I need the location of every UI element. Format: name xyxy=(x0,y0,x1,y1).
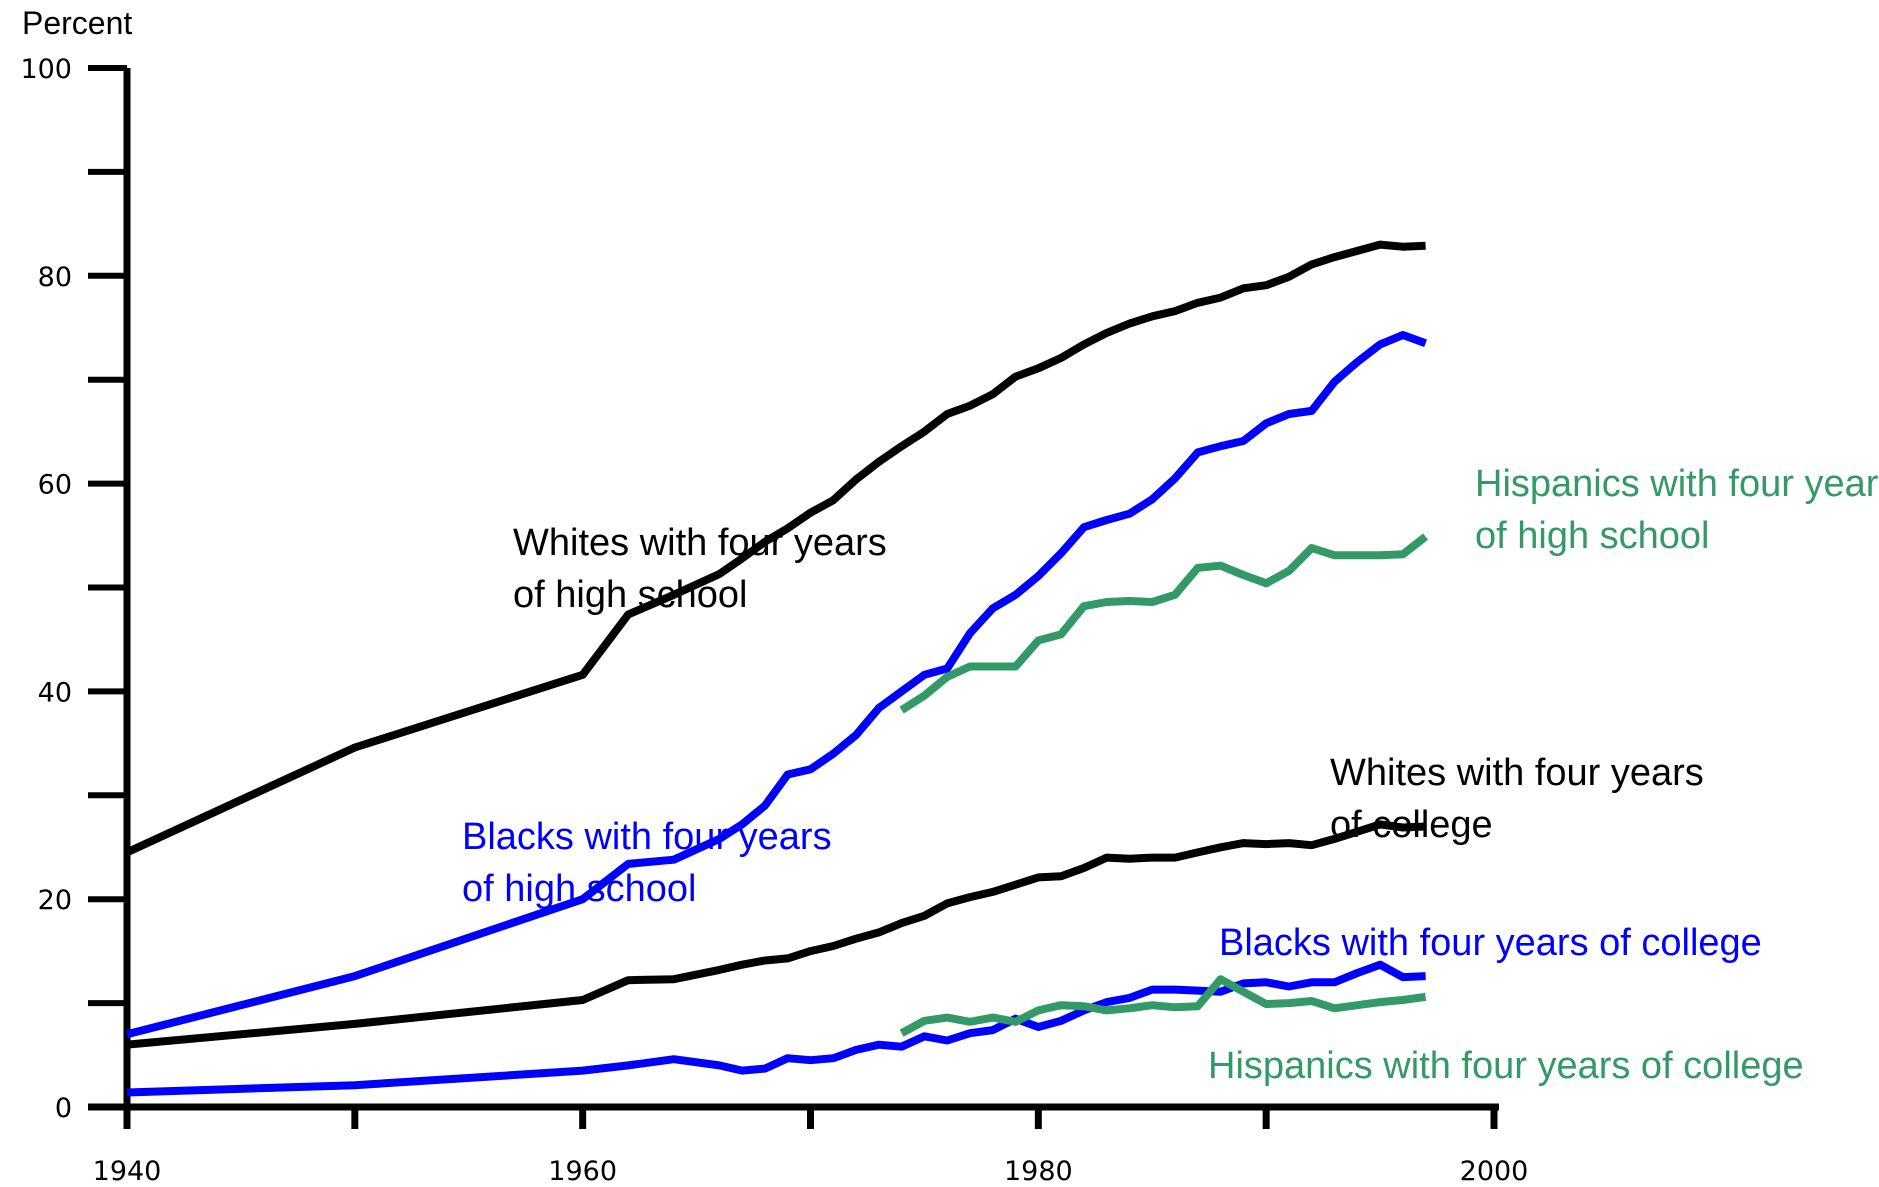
series-label-3: Whites with four years xyxy=(1330,752,1704,794)
y-tick-label: 40 xyxy=(38,677,72,708)
series-label-1: of high school xyxy=(462,868,697,910)
series-lines xyxy=(125,240,1429,1097)
series-label-5: Hispanics with four years of college xyxy=(1208,1045,1804,1087)
series-line-5 xyxy=(899,975,1427,1037)
series-label-1: Blacks with four years xyxy=(462,816,832,858)
y-tick-label: 100 xyxy=(20,54,72,85)
x-tick-label: 2000 xyxy=(1460,1156,1529,1187)
series-label-2: of high school xyxy=(1475,515,1710,557)
series-label-4: Blacks with four years of college xyxy=(1219,922,1762,964)
series-labels: Whites with four years of high school Blac… xyxy=(462,463,1879,1087)
series-line-3 xyxy=(126,820,1426,1049)
x-tick-label: 1960 xyxy=(548,1156,617,1187)
y-tick-label: 80 xyxy=(38,262,72,293)
y-tick-label: 60 xyxy=(38,470,72,501)
y-tick-label: 0 xyxy=(55,1093,72,1124)
y-tick-label: 20 xyxy=(38,885,72,916)
series-label-3: of college xyxy=(1330,804,1493,846)
series-label-2: Hispanics with four years xyxy=(1475,463,1879,505)
series-line-2 xyxy=(899,533,1429,714)
y-axis-title: Percent xyxy=(22,5,132,41)
series-label-0: of high school xyxy=(513,574,748,616)
axes: 0 20 40 60 80 100 1940 1960 1980 2000 xyxy=(20,54,1528,1187)
series-line-1 xyxy=(126,331,1427,1039)
x-tick-label: 1980 xyxy=(1004,1156,1073,1187)
series-line-0 xyxy=(125,240,1426,857)
x-tick-label: 1940 xyxy=(93,1156,162,1187)
series-label-0: Whites with four years xyxy=(513,522,887,564)
